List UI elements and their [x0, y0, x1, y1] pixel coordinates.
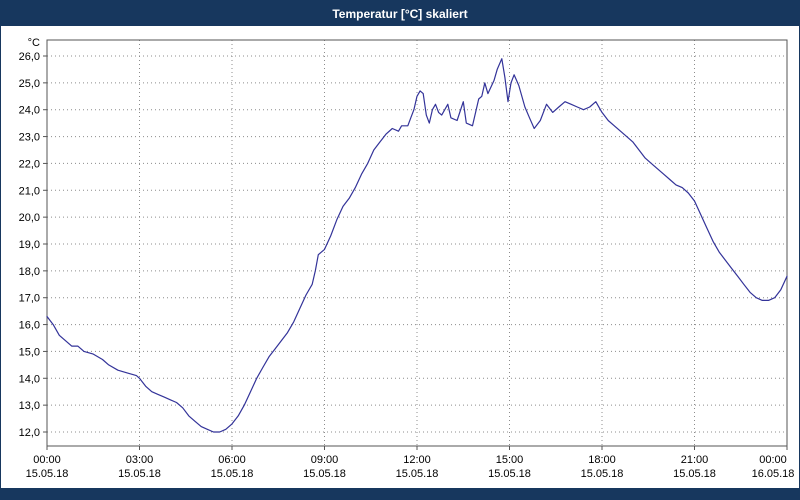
svg-text:15.05.18: 15.05.18 — [396, 468, 439, 480]
svg-text:15.05.18: 15.05.18 — [211, 468, 254, 480]
temperature-chart: 26,0 25,0 24,0 23,0 22,0 21,0 20,0 19,0 18,0 17,0… — [19, 37, 795, 480]
svg-text:14,0: 14,0 — [19, 373, 40, 385]
svg-text:20,0: 20,0 — [19, 212, 40, 224]
svg-text:15.05.18: 15.05.18 — [303, 468, 346, 480]
svg-text:21:00: 21:00 — [681, 454, 709, 466]
svg-text:15:00: 15:00 — [496, 454, 524, 466]
svg-text:15.05.18: 15.05.18 — [673, 468, 716, 480]
svg-text:16,0: 16,0 — [19, 320, 40, 332]
svg-text:15.05.18: 15.05.18 — [26, 468, 69, 480]
svg-text:22,0: 22,0 — [19, 158, 40, 170]
svg-text:15,0: 15,0 — [19, 346, 40, 358]
svg-text:19,0: 19,0 — [19, 239, 40, 251]
svg-text:16.05.18: 16.05.18 — [752, 468, 795, 480]
svg-text:12:00: 12:00 — [403, 454, 431, 466]
svg-text:15.05.18: 15.05.18 — [118, 468, 161, 480]
svg-text:00:00: 00:00 — [759, 454, 787, 466]
svg-text:18:00: 18:00 — [588, 454, 616, 466]
svg-text:24,0: 24,0 — [19, 105, 40, 117]
svg-text:26,0: 26,0 — [19, 51, 40, 63]
bottom-bar — [1, 488, 799, 499]
title-bar: Temperatur [°C] skaliert — [1, 1, 799, 26]
svg-text:23,0: 23,0 — [19, 132, 40, 144]
window-title: Temperatur [°C] skaliert — [332, 6, 468, 21]
svg-text:03:00: 03:00 — [126, 454, 154, 466]
svg-text:18,0: 18,0 — [19, 266, 40, 278]
svg-text:°C: °C — [28, 37, 40, 49]
svg-text:25,0: 25,0 — [19, 78, 40, 90]
svg-text:17,0: 17,0 — [19, 293, 40, 305]
svg-text:12,0: 12,0 — [19, 427, 40, 439]
svg-text:09:00: 09:00 — [311, 454, 339, 466]
svg-text:15.05.18: 15.05.18 — [581, 468, 624, 480]
chart-area: 26,0 25,0 24,0 23,0 22,0 21,0 20,0 19,0 18,0 17,0… — [1, 26, 799, 488]
svg-text:13,0: 13,0 — [19, 400, 40, 412]
svg-text:21,0: 21,0 — [19, 185, 40, 197]
svg-text:15.05.18: 15.05.18 — [488, 468, 531, 480]
svg-text:06:00: 06:00 — [218, 454, 246, 466]
svg-text:00:00: 00:00 — [33, 454, 61, 466]
